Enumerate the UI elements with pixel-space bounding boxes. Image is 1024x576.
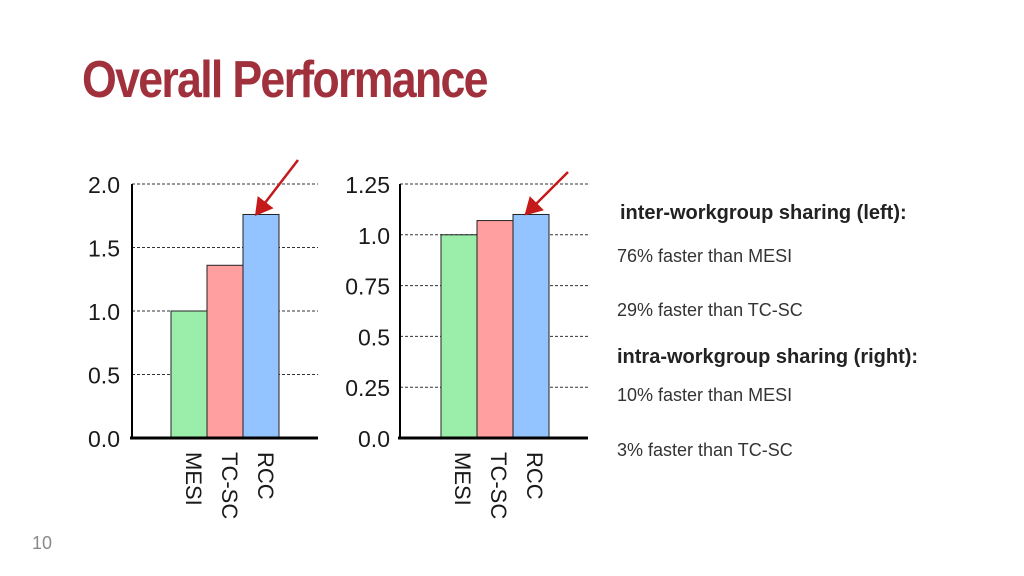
highlight-arrow-icon <box>524 171 569 216</box>
y-tick-label: 0.75 <box>345 274 390 300</box>
page-number: 10 <box>32 533 53 553</box>
left-bar-chart: 0.0 0.5 1.0 1.5 2.0 MESI TC-SC RCC <box>88 159 318 519</box>
y-tick-label: 1.0 <box>358 223 390 249</box>
y-tick-label: 1.5 <box>88 236 120 262</box>
y-tick-label: 0.0 <box>358 426 390 452</box>
x-category-label: TC-SC <box>217 452 242 519</box>
bar-mesi <box>440 234 478 439</box>
y-tick-label: 2.0 <box>88 172 120 198</box>
bar-rcc <box>242 213 280 439</box>
y-tick-label: 1.0 <box>88 299 120 325</box>
y-tick-label: 1.25 <box>345 172 390 198</box>
inter-vs-tcsc-text: 29% faster than TC-SC <box>617 300 803 320</box>
y-tick-label: 0.0 <box>88 426 120 452</box>
slide-title: Overall Performance <box>82 51 489 109</box>
y-tick-label: 0.5 <box>88 363 120 389</box>
bar-mesi <box>170 310 208 439</box>
x-category-label: MESI <box>450 452 475 506</box>
x-category-label: TC-SC <box>486 452 511 519</box>
x-category-label: MESI <box>181 452 206 506</box>
highlight-arrow-icon <box>254 159 299 216</box>
bar-rcc <box>512 213 550 439</box>
y-tick-label: 0.5 <box>358 324 390 350</box>
intra-vs-mesi-text: 10% faster than MESI <box>617 385 793 405</box>
inter-workgroup-heading: inter-workgroup sharing (left): <box>620 202 907 224</box>
bar-tc-sc <box>206 264 244 439</box>
inter-vs-mesi-text: 76% faster than MESI <box>617 246 793 266</box>
right-bar-chart: 0.0 0.25 0.5 0.75 1.0 1.25 MESI TC-SC RCC <box>345 171 588 519</box>
x-category-label: RCC <box>253 452 278 500</box>
intra-workgroup-heading: intra-workgroup sharing (right): <box>617 346 919 368</box>
intra-vs-tcsc-text: 3% faster than TC-SC <box>617 440 793 460</box>
y-tick-label: 0.25 <box>345 375 390 401</box>
x-category-label: RCC <box>522 452 547 500</box>
bar-tc-sc <box>476 220 514 439</box>
